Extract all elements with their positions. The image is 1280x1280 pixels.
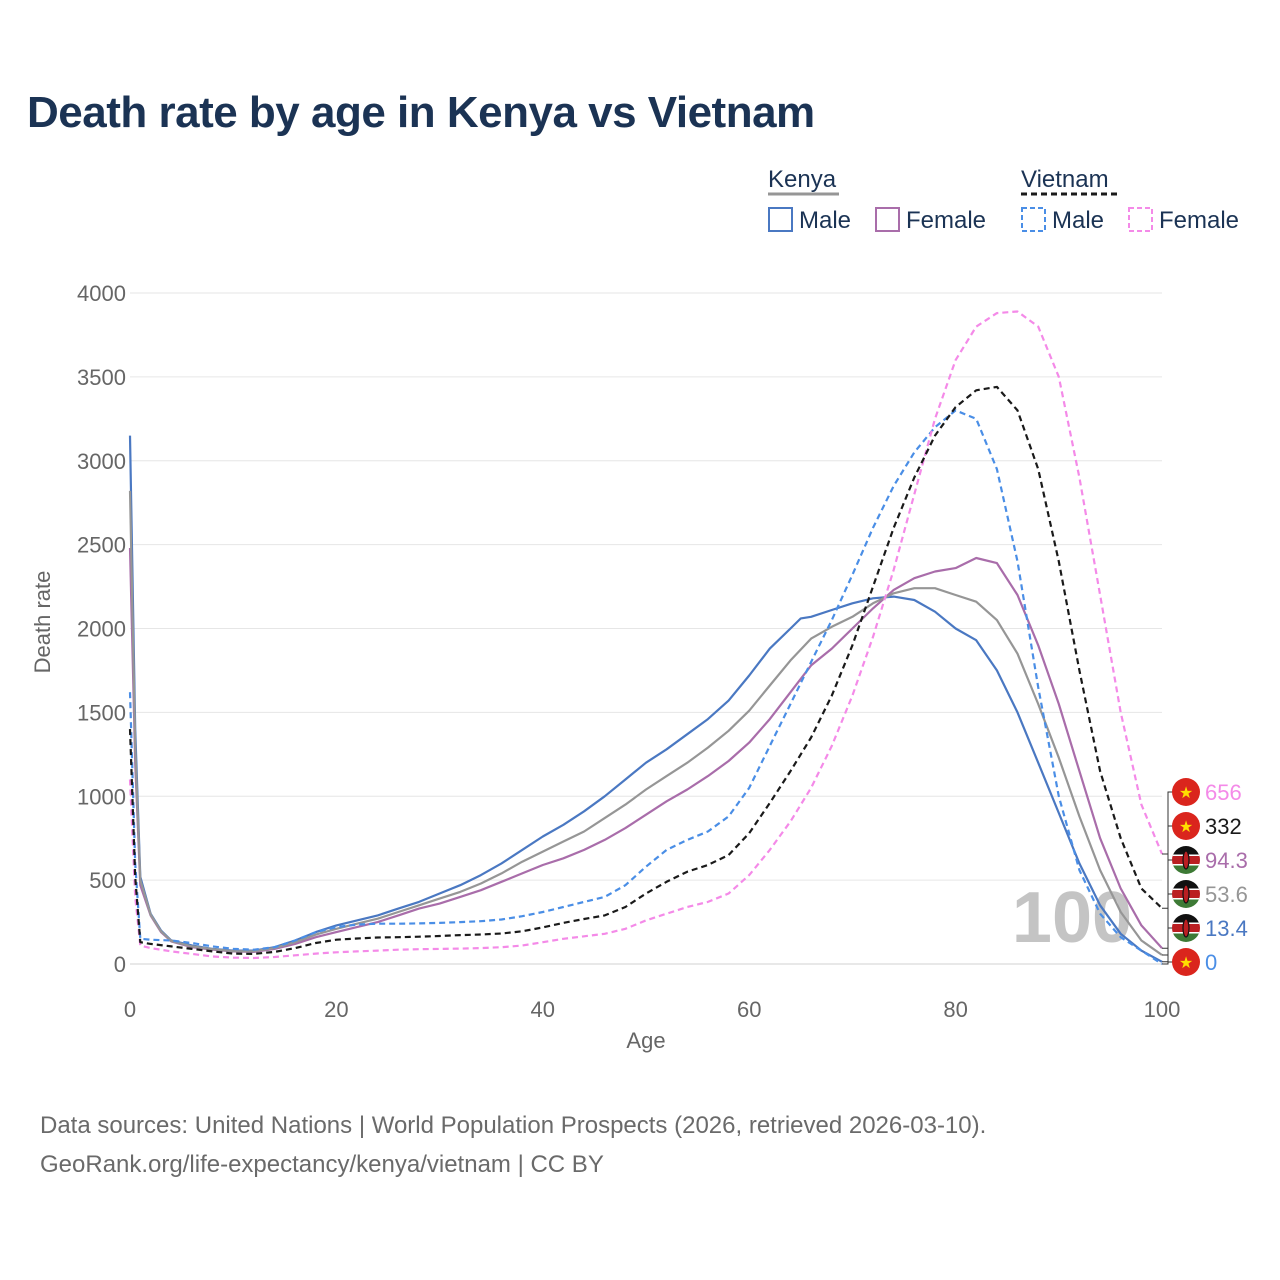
series-line-kenya-male[interactable] [128, 435, 1163, 963]
end-label-connector [1162, 791, 1174, 855]
x-tick-label: 40 [531, 997, 555, 1022]
y-axis-label: Death rate [30, 571, 55, 674]
legend-vietnam-male-label[interactable]: Male [1052, 207, 1104, 234]
kenya-flag-icon [1172, 914, 1200, 942]
end-label-value: 656 [1205, 780, 1242, 805]
legend-group-kenya[interactable]: Kenya [768, 166, 837, 193]
svg-text:★: ★ [1179, 955, 1193, 972]
svg-text:★: ★ [1179, 819, 1193, 836]
end-label-connector [1162, 961, 1174, 965]
end-label-value: 0 [1205, 950, 1217, 975]
legend-kenya-male-label[interactable]: Male [799, 207, 851, 234]
y-tick-label: 1500 [77, 700, 126, 725]
chart-title: Death rate by age in Kenya vs Vietnam [27, 88, 815, 137]
end-label-value: 53.6 [1205, 882, 1248, 907]
y-tick-label: 2000 [77, 617, 126, 642]
y-tick-label: 3000 [77, 449, 126, 474]
kenya-flag-icon [1172, 880, 1200, 908]
footer-link[interactable]: GeoRank.org/life-expectancy/kenya/vietna… [40, 1151, 604, 1178]
end-label-connector [1162, 927, 1174, 963]
x-tick-label: 0 [124, 997, 136, 1022]
legend-vietnam-female-label[interactable]: Female [1159, 207, 1239, 234]
x-axis-label: Age [626, 1028, 665, 1053]
legend-kenya-female-label[interactable]: Female [906, 207, 986, 234]
end-label-value: 94.3 [1205, 848, 1248, 873]
series-line-kenya-female[interactable] [128, 547, 1163, 953]
kenya-flag-icon [1172, 846, 1200, 874]
vietnam-flag-icon: ★ [1172, 948, 1200, 976]
series-line-vietnam-total[interactable] [128, 385, 1163, 955]
footer-sources: Data sources: United Nations | World Pop… [40, 1112, 987, 1139]
series-line-kenya-total[interactable] [128, 490, 1163, 956]
vietnam-flag-icon: ★ [1172, 778, 1200, 806]
grid-lines [130, 292, 1162, 965]
x-tick-label: 100 [1144, 997, 1181, 1022]
end-labels: ★ 656 ★ 332 94.3 53.6 13.4 ★ 0 [1162, 778, 1248, 976]
x-tick-label: 80 [943, 997, 967, 1022]
end-label-value: 13.4 [1205, 916, 1248, 941]
x-tick-label: 60 [737, 997, 761, 1022]
series-line-vietnam-female[interactable] [128, 310, 1164, 960]
svg-text:★: ★ [1179, 785, 1193, 802]
current-age-overlay: 100 [1012, 878, 1132, 958]
vietnam-flag-icon: ★ [1172, 812, 1200, 840]
y-tick-label: 4000 [77, 281, 126, 306]
end-label-value: 332 [1205, 814, 1242, 839]
legend-vietnam-male-swatch[interactable] [1021, 207, 1046, 232]
legend: Kenya Male Female Vietnam Male Female [768, 166, 1239, 234]
legend-kenya-male-swatch[interactable] [768, 207, 793, 232]
series-line-vietnam-male[interactable] [128, 409, 1163, 965]
y-tick-label: 1000 [77, 784, 126, 809]
end-label-connector [1162, 893, 1174, 956]
series-lines [128, 310, 1164, 965]
footer: Data sources: United Nations | World Pop… [40, 1106, 986, 1184]
legend-group-vietnam[interactable]: Vietnam [1021, 166, 1109, 193]
y-tick-label: 500 [89, 868, 126, 893]
x-tick-label: 20 [324, 997, 348, 1022]
y-tick-label: 2500 [77, 533, 126, 558]
legend-kenya-female-swatch[interactable] [875, 207, 900, 232]
y-tick-label: 3500 [77, 365, 126, 390]
legend-vietnam-female-swatch[interactable] [1128, 207, 1153, 232]
y-tick-label: 0 [114, 952, 126, 977]
axes: 0 500 1000 1500 2000 2500 3000 3500 4000 0 20 40 60 8… [30, 281, 1180, 1053]
